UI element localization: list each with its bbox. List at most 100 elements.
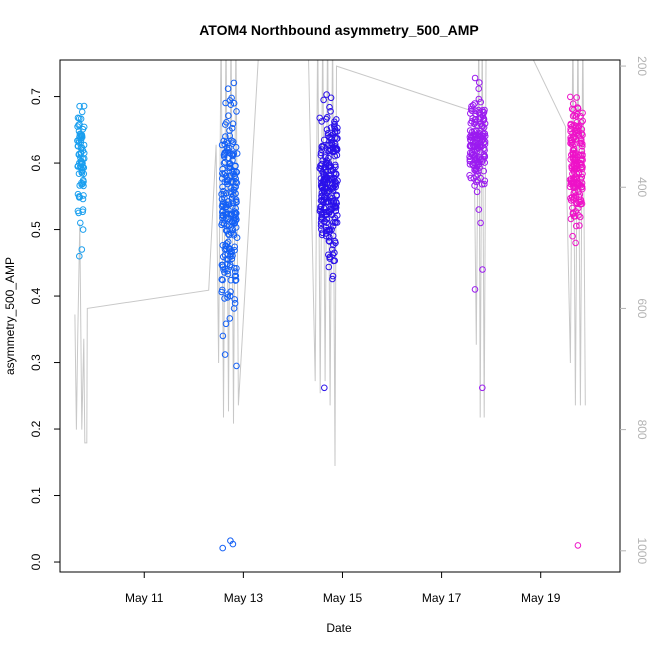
y-tick-label: 0.2 [29, 420, 43, 437]
right-tick-label: 600 [635, 298, 649, 318]
data-point [226, 160, 233, 168]
data-point [475, 141, 482, 148]
data-point-outlier [79, 226, 87, 233]
data-point [318, 193, 326, 201]
data-point [230, 79, 238, 87]
data-point [316, 114, 324, 122]
data-point [480, 153, 488, 160]
data-point [218, 276, 225, 283]
data-point [227, 288, 234, 296]
data-point [224, 85, 232, 92]
data-point [320, 193, 328, 201]
data-point [322, 208, 330, 216]
data-point [326, 234, 333, 241]
data-point-outlier [228, 94, 235, 102]
data-point [74, 137, 81, 144]
data-point [221, 295, 228, 302]
data-point-outlier [332, 239, 339, 247]
data-point [332, 183, 340, 191]
data-point [567, 93, 574, 101]
data-point [329, 166, 337, 174]
data-point [570, 189, 578, 197]
data-point [318, 142, 326, 150]
x-tick-label: May 13 [224, 591, 264, 605]
y-tick-label: 0.5 [29, 221, 43, 238]
data-point [573, 111, 581, 118]
data-point [476, 109, 484, 117]
data-point [233, 150, 241, 157]
data-point [578, 130, 586, 137]
data-point [317, 162, 324, 169]
data-point [233, 234, 241, 241]
data-point [466, 127, 474, 134]
chart-title: ATOM4 Northbound asymmetry_500_AMP [199, 22, 479, 38]
x-tick-label: May 11 [125, 591, 164, 605]
data-point [223, 222, 230, 230]
data-point [322, 185, 329, 192]
data-point [232, 268, 239, 276]
points-layer [74, 74, 587, 552]
data-point [466, 149, 474, 157]
data-point [233, 265, 240, 272]
data-point [225, 201, 233, 208]
data-point [231, 220, 238, 227]
depth-line-layer [74, 60, 586, 467]
data-point [75, 170, 83, 177]
data-point [230, 186, 238, 193]
data-point [224, 270, 232, 278]
data-point [317, 149, 325, 157]
data-point [224, 146, 232, 154]
right-tick-label: 400 [635, 177, 649, 197]
data-point [471, 148, 479, 155]
data-point [573, 94, 581, 101]
data-point [329, 232, 337, 239]
data-point [225, 154, 232, 162]
data-point [228, 124, 236, 132]
data-point [230, 150, 238, 157]
y-axis-label: asymmetry_500_AMP [3, 257, 17, 375]
data-point [330, 241, 337, 249]
data-point [466, 157, 474, 165]
data-point-outlier [78, 246, 86, 253]
data-point [481, 180, 488, 188]
y-axis-left: 0.0 0.1 0.2 0.3 0.4 0.5 0.6 0.7 [29, 88, 60, 570]
data-point [331, 257, 339, 265]
data-point-outlier [224, 294, 231, 301]
data-point-outlier [231, 296, 238, 303]
data-point [320, 136, 328, 144]
data-point [327, 108, 334, 115]
data-point [76, 102, 83, 110]
data-point [80, 123, 88, 131]
data-point [220, 266, 227, 273]
data-point [331, 140, 339, 148]
data-point [328, 206, 336, 213]
y-tick-label: 0.0 [29, 553, 43, 570]
data-point [578, 119, 585, 126]
data-point [480, 167, 488, 175]
data-point [221, 194, 228, 202]
data-point [79, 208, 86, 216]
data-point [232, 143, 240, 151]
data-point [78, 158, 86, 165]
data-point [329, 275, 336, 283]
data-point-outlier [479, 384, 486, 392]
data-point-outlier [75, 209, 82, 217]
data-point [78, 169, 86, 177]
y-tick-label: 0.6 [29, 154, 43, 171]
data-point [80, 141, 88, 149]
data-point-outlier [77, 219, 84, 227]
data-point [80, 149, 88, 157]
data-point [576, 139, 584, 147]
data-point [471, 120, 478, 128]
data-point [478, 181, 486, 188]
data-point [232, 196, 240, 203]
data-point-outlier [221, 351, 229, 358]
data-point [225, 231, 233, 239]
data-point [334, 124, 341, 132]
data-point [232, 277, 239, 284]
data-point-outlier [230, 99, 238, 107]
data-point [567, 136, 575, 143]
data-point [219, 332, 227, 340]
data-point [231, 172, 239, 180]
data-point [332, 203, 339, 210]
